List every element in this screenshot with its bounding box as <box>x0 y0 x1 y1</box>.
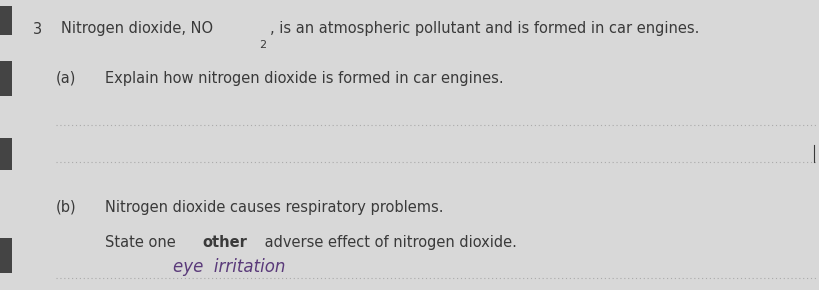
Text: State one: State one <box>105 235 180 250</box>
Text: Explain how nitrogen dioxide is formed in car engines.: Explain how nitrogen dioxide is formed i… <box>105 71 503 86</box>
Text: Nitrogen dioxide causes respiratory problems.: Nitrogen dioxide causes respiratory prob… <box>105 200 443 215</box>
Bar <box>0 238 12 273</box>
Text: other: other <box>202 235 247 250</box>
Text: 3: 3 <box>33 21 42 37</box>
Text: (b): (b) <box>56 200 76 215</box>
Bar <box>0 61 12 96</box>
Bar <box>0 6 12 35</box>
Text: adverse effect of nitrogen dioxide.: adverse effect of nitrogen dioxide. <box>260 235 516 250</box>
Text: eye  irritation: eye irritation <box>173 258 286 276</box>
Text: , is an atmospheric pollutant and is formed in car engines.: , is an atmospheric pollutant and is for… <box>270 21 699 37</box>
Text: (a): (a) <box>56 71 76 86</box>
Text: 2: 2 <box>259 40 266 50</box>
Text: Nitrogen dioxide, NO: Nitrogen dioxide, NO <box>61 21 214 37</box>
Bar <box>0 138 12 170</box>
